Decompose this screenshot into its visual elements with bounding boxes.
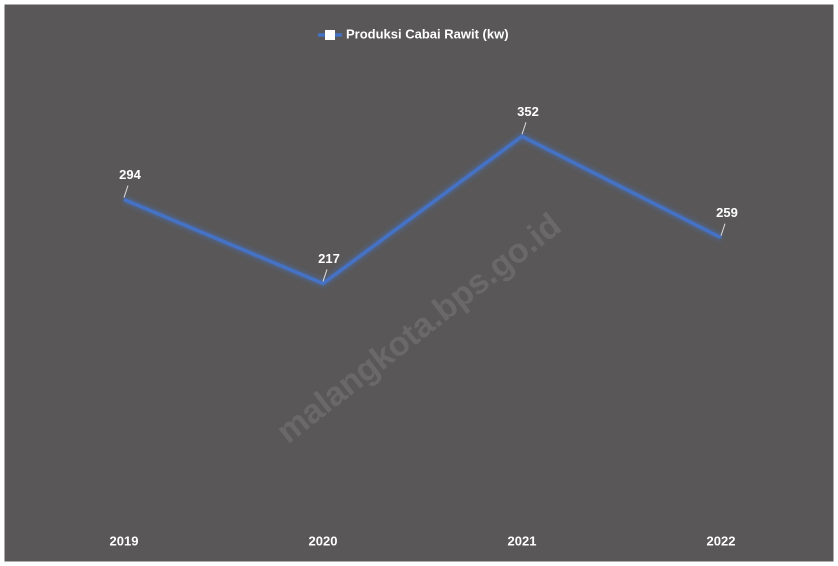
leader-line xyxy=(123,185,129,198)
x-tick-label: 2022 xyxy=(707,533,736,548)
legend-label: Produksi Cabai Rawit (kw) xyxy=(346,26,509,41)
x-tick-label: 2019 xyxy=(110,533,139,548)
data-label: 217 xyxy=(318,251,340,266)
leader-line xyxy=(521,122,527,135)
series-line xyxy=(123,134,722,286)
x-tick-label: 2020 xyxy=(309,533,338,548)
legend-marker xyxy=(325,30,335,40)
data-label: 294 xyxy=(119,167,141,182)
data-label: 259 xyxy=(716,205,738,220)
leader-line xyxy=(322,269,328,282)
x-tick-label: 2021 xyxy=(508,533,537,548)
data-label: 352 xyxy=(517,104,539,119)
leader-line xyxy=(720,223,726,236)
plot-background xyxy=(3,3,835,563)
